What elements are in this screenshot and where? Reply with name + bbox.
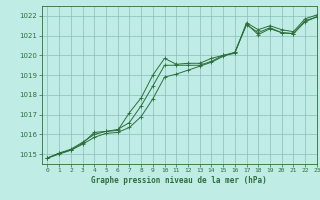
X-axis label: Graphe pression niveau de la mer (hPa): Graphe pression niveau de la mer (hPa) [91, 176, 267, 185]
